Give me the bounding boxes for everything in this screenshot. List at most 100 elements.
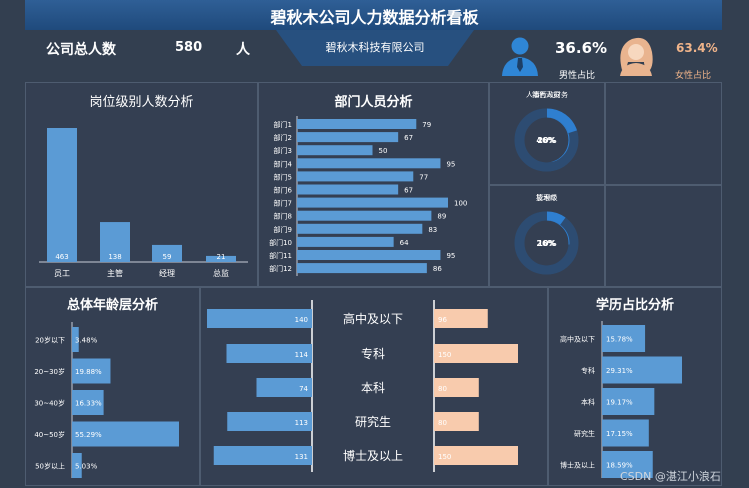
edu-bar	[602, 388, 655, 415]
edu-gender-category-label: 本科	[361, 381, 385, 395]
donut-title: 人事行政财务	[526, 90, 568, 99]
dept-category-label: 部门6	[274, 186, 293, 195]
edu-gender-left-bar	[226, 344, 312, 363]
age-value-label: 16.33%	[75, 400, 102, 408]
position-bar	[47, 128, 77, 262]
dept-value-label: 95	[446, 160, 455, 168]
dept-bar	[297, 171, 414, 182]
edu-gender-left-bar	[213, 446, 312, 465]
dept-bar	[297, 145, 373, 156]
position-value-label: 463	[55, 253, 68, 261]
edu-value-label: 15.78%	[606, 336, 633, 344]
edu-gender-right-label: 80	[438, 419, 447, 427]
dept-value-label: 83	[428, 226, 437, 234]
dept-bar	[297, 223, 423, 234]
edu-category-label: 高中及以下	[560, 335, 595, 344]
dept-bar	[297, 197, 448, 208]
age-bar	[72, 327, 79, 352]
dept-value-label: 67	[404, 134, 413, 142]
dept-value-label: 50	[379, 147, 388, 155]
position-category-label: 经理	[159, 268, 175, 278]
position-value-label: 21	[217, 253, 226, 261]
female-icon	[620, 37, 653, 76]
edu-bar	[602, 419, 649, 447]
dept-category-label: 部门10	[269, 238, 292, 247]
age-title: 总体年龄层分析	[66, 298, 158, 313]
edu-gender-category-label: 高中及以下	[343, 311, 403, 326]
age-category-label: 20岁以下	[35, 336, 65, 345]
edu-gender-left-label: 74	[299, 385, 308, 393]
dept-category-label: 部门3	[274, 146, 292, 155]
age-category-label: 30~40岁	[34, 399, 65, 408]
edu-gender-left-bar	[227, 412, 312, 431]
edu-gender-right-bar	[434, 309, 488, 328]
edu-gender-right-label: 150	[438, 453, 451, 461]
position-category-label: 总监	[213, 268, 229, 278]
donut-arc	[515, 108, 579, 172]
dept-category-label: 部门9	[274, 225, 292, 234]
dept-bar	[297, 263, 427, 274]
total-label: 公司总人数	[46, 42, 116, 58]
edu-gender-chart: 140 96 高中及以下 114 150 专科 74 80 本科 113 80 研究生 131 150 博士…	[207, 300, 518, 472]
edu-category-label: 专科	[581, 366, 595, 375]
age-category-label: 50岁以上	[35, 462, 65, 471]
edu-value-label: 18.59%	[606, 462, 633, 470]
dept-bar	[297, 236, 394, 247]
position-category-label: 主管	[107, 268, 123, 278]
donut-title: 技术IT	[536, 193, 557, 202]
dept-value-label: 67	[404, 187, 413, 195]
age-bar	[72, 390, 104, 415]
edu-gender-right-label: 150	[438, 351, 451, 359]
edu-gender-left-bar	[207, 309, 312, 328]
edu-gender-right-bar	[434, 412, 479, 431]
male-icon	[502, 37, 538, 76]
edu-gender-left-label: 131	[295, 453, 308, 461]
age-category-label: 20~30岁	[34, 367, 65, 376]
edu-gender-left-bar	[256, 378, 312, 397]
edu-gender-right-bar	[434, 446, 518, 465]
dept-bar	[297, 184, 399, 195]
age-value-label: 3.48%	[75, 337, 98, 345]
edu-chart: 15.78% 高中及以下 29.31% 专科 19.17% 本科 17.15% 研究生 18.5…	[560, 321, 682, 478]
male-label: 男性占比	[559, 71, 596, 81]
position-value-label: 59	[163, 253, 172, 261]
edu-gender-right-bar	[434, 344, 518, 363]
edu-gender-category-label: 专科	[361, 346, 385, 361]
total-unit: 人	[236, 42, 250, 58]
dept-value-label: 77	[419, 173, 428, 181]
donut-panel-2	[605, 82, 722, 185]
dept-title: 部门人员分析	[334, 95, 413, 110]
dept-category-label: 部门11	[269, 251, 292, 260]
dept-bar	[297, 210, 432, 221]
dept-category-label: 部门1	[274, 120, 292, 129]
dept-value-label: 89	[437, 213, 446, 221]
edu-category-label: 本科	[581, 398, 595, 407]
age-value-label: 55.29%	[75, 431, 102, 439]
edu-gender-left-label: 114	[295, 351, 309, 359]
dept-value-label: 100	[454, 200, 467, 208]
dept-bar	[297, 119, 417, 129]
page-title: 碧秋木公司人力数据分析看板	[270, 8, 479, 27]
edu-gender-right-label: 96	[438, 316, 447, 324]
edu-value-label: 29.31%	[606, 367, 633, 375]
dept-category-label: 部门7	[274, 199, 292, 208]
donut-title: 管理级	[537, 193, 558, 202]
dept-category-label: 部门12	[269, 264, 292, 273]
dept-value-label: 79	[422, 121, 431, 129]
age-bar	[72, 421, 179, 447]
position-chart: 463 员工 138 主管 59 经理 21 总监	[39, 128, 248, 278]
dept-bar	[297, 132, 399, 143]
position-bar	[100, 222, 130, 262]
edu-gender-right-label: 80	[438, 385, 447, 393]
donut-chart: 销售人员 46% 人事行政财务 20% 技术IT 26% 管理级 10%	[514, 90, 579, 275]
edu-title: 学历占比分析	[595, 298, 674, 313]
edu-value-label: 19.17%	[606, 399, 633, 407]
donut-value-label: 46%	[536, 136, 555, 145]
edu-bar	[602, 325, 646, 352]
position-bar	[206, 255, 236, 262]
dept-category-label: 部门5	[274, 172, 292, 181]
edu-gender-category-label: 研究生	[355, 414, 391, 429]
edu-bar	[602, 356, 682, 384]
edu-category-label: 研究生	[574, 429, 595, 438]
edu-gender-category-label: 博士及以上	[343, 448, 403, 463]
